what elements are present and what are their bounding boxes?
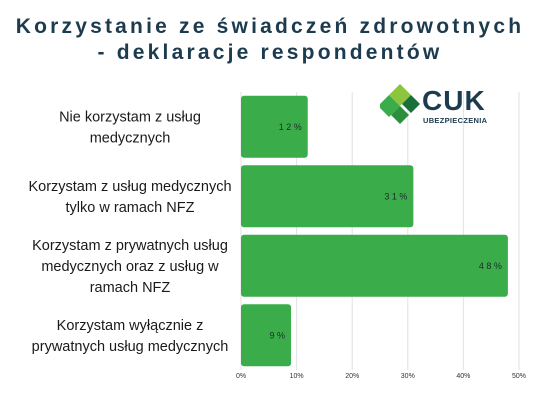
bar-2 — [241, 234, 508, 297]
logo-subtitle: UBEZPIECZENIA — [423, 116, 488, 125]
bar-1 — [241, 165, 414, 228]
chart-title-line-2: - deklaracje respondentów — [97, 41, 443, 64]
bar-3 — [241, 304, 292, 367]
category-label-3: Korzystam wyłącznie z prywatnych usług me… — [32, 318, 229, 355]
x-tick-label-4: 40% — [456, 373, 470, 380]
chart-title-line-1: Korzystanie ze świadczeń zdrowotnych — [15, 15, 525, 38]
category-label-line: medycznych oraz z usług w — [41, 259, 219, 275]
chart-title: Korzystanie ze świadczeń zdrowotnych - d… — [0, 14, 540, 66]
x-tick-label-2: 20% — [345, 373, 359, 380]
logo-name: CUK — [422, 85, 486, 116]
category-label-0: Nie korzystam z usług medycznych — [59, 109, 201, 146]
category-label-1: Korzystam z usług medycznych tylko w rama… — [28, 179, 231, 216]
x-tick-label-3: 30% — [401, 373, 415, 380]
category-label-line: Korzystam z prywatnych usług — [32, 238, 228, 254]
category-label-line: medycznych — [90, 130, 171, 146]
cuk-logo: CUK UBEZPIECZENIA — [378, 84, 500, 128]
x-tick-label-1: 10% — [290, 373, 304, 380]
x-tick-label-0: 0% — [236, 373, 246, 380]
bar-0 — [241, 95, 308, 158]
category-label-2: Korzystam z prywatnych usług medycznych o… — [32, 238, 228, 296]
bar-value-label-1: 3 1 % — [384, 191, 407, 201]
category-label-line: prywatnych usług medycznych — [32, 339, 229, 355]
bar-value-label-0: 1 2 % — [279, 122, 302, 132]
category-label-line: Korzystam wyłącznie z — [57, 318, 204, 334]
category-label-line: ramach NFZ — [90, 280, 171, 296]
bar-value-label-2: 4 8 % — [479, 261, 502, 271]
bar-value-label-3: 9 % — [270, 330, 286, 340]
cuk-diamond-logo-icon — [378, 84, 420, 124]
category-label-line: Nie korzystam z usług — [59, 109, 201, 125]
x-tick-label-5: 50% — [512, 373, 526, 380]
category-label-line: tylko w ramach NFZ — [66, 200, 195, 216]
category-label-line: Korzystam z usług medycznych — [28, 179, 231, 195]
